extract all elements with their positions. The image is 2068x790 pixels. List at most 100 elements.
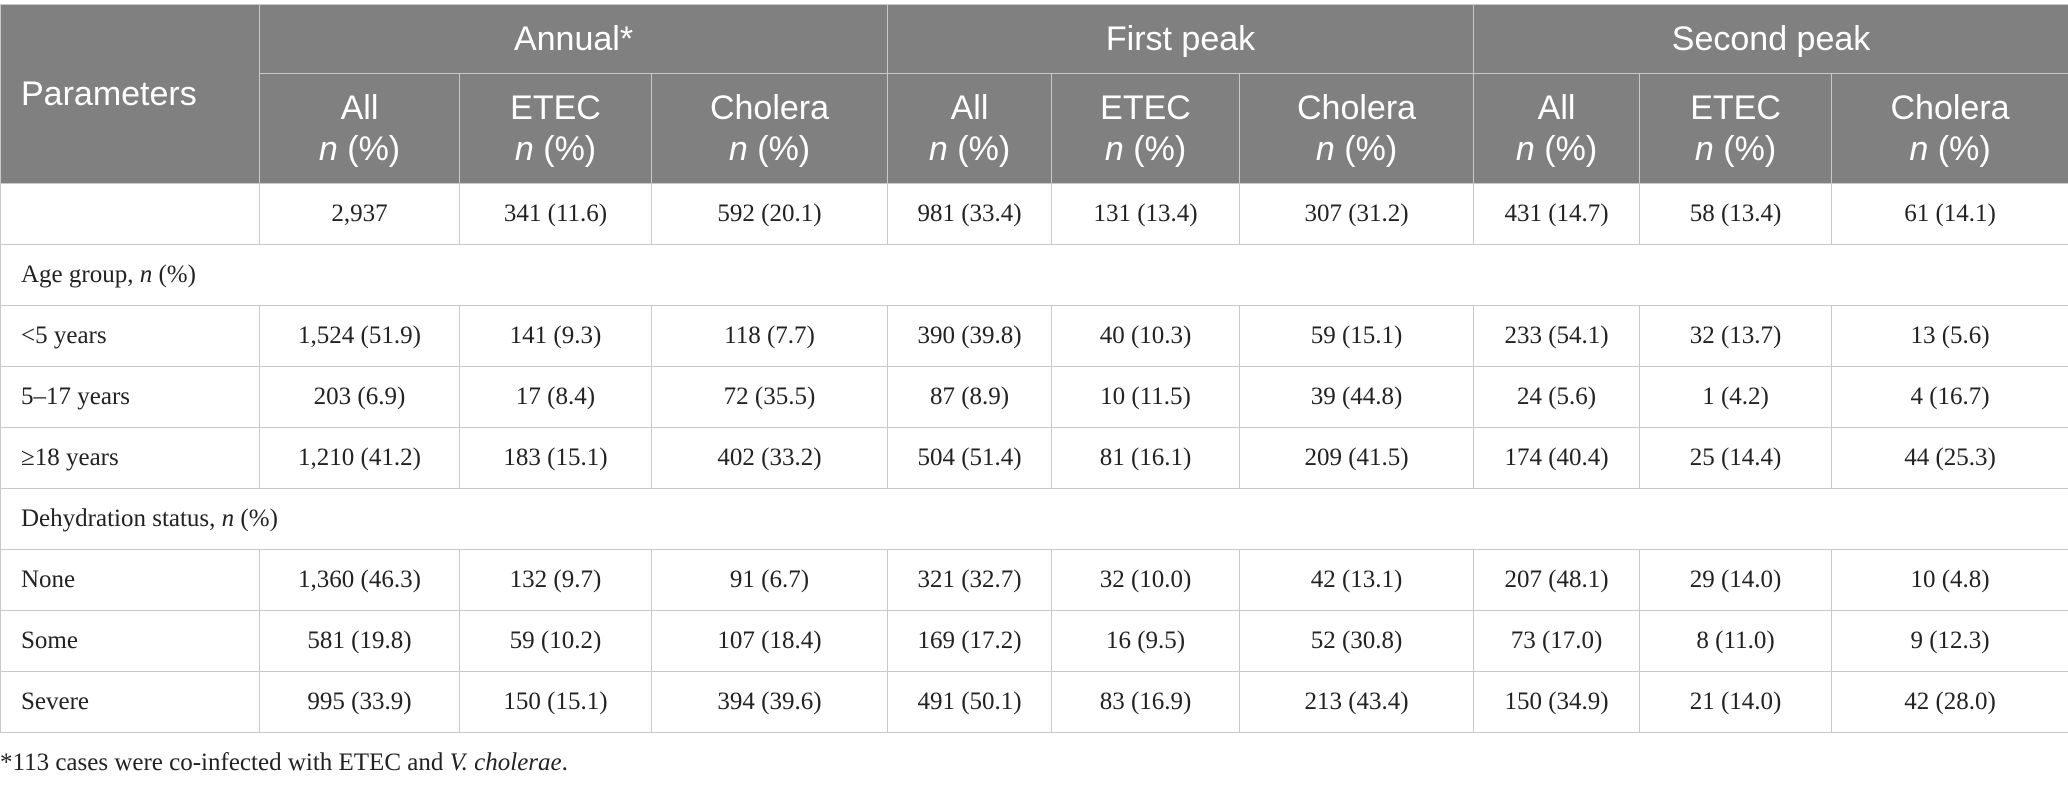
section-title: Dehydration status, n (%)	[0, 488, 2068, 550]
header-sub-5: Cholera n (%)	[1239, 73, 1475, 184]
table-cell: 8 (11.0)	[1639, 610, 1833, 672]
header-sub-3: All n (%)	[887, 73, 1053, 184]
table-cell: 131 (13.4)	[1051, 183, 1241, 245]
header-sub-unit-pct: (%)	[1534, 129, 1598, 168]
table-cell: 307 (31.2)	[1239, 183, 1475, 245]
table-row: ≥18 years 1,210 (41.2) 183 (15.1) 402 (33.2…	[0, 427, 2068, 489]
table-row: <5 years 1,524 (51.9) 141 (9.3) 118 (7.7) 39…	[0, 305, 2068, 367]
table-cell: 72 (35.5)	[650, 366, 889, 428]
table-cell: 431 (14.7)	[1473, 183, 1641, 245]
table-row: Some 581 (19.8) 59 (10.2) 107 (18.4) 169 (17…	[0, 610, 2068, 672]
table-cell: 10 (11.5)	[1051, 366, 1241, 428]
header-sub-unit-pct: (%)	[1928, 129, 1991, 168]
table-cell: 25 (14.4)	[1639, 427, 1833, 489]
section-title: Age group, n (%)	[0, 244, 2068, 306]
header-sub-unit-n: n	[1515, 129, 1535, 168]
section-title-pct: (%)	[234, 505, 278, 532]
header-sub-name: All	[1537, 88, 1576, 127]
table-cell: 44 (25.3)	[1831, 427, 2068, 489]
table-cell: 73 (17.0)	[1473, 610, 1641, 672]
row-label: Some	[0, 610, 260, 672]
header-sub-name: Cholera	[1296, 88, 1417, 127]
table-row: 5–17 years 203 (6.9) 17 (8.4) 72 (35.5) 87 (…	[0, 366, 2068, 428]
table-cell: 87 (8.9)	[887, 366, 1053, 428]
header-group-annual: Annual*	[258, 4, 889, 74]
section-title-n: n	[139, 261, 153, 288]
table-cell: 2,937	[259, 183, 460, 245]
table-cell: 16 (9.5)	[1051, 610, 1241, 672]
header-sub-unit-n: n	[928, 129, 948, 168]
table-cell: 118 (7.7)	[650, 305, 889, 367]
table-cell: 32 (10.0)	[1051, 549, 1241, 611]
table-cell: 1 (4.2)	[1639, 366, 1833, 428]
header-sub-unit-pct: (%)	[947, 129, 1011, 168]
table-cell: 394 (39.6)	[650, 671, 889, 733]
header-sub-unit-pct: (%)	[1334, 129, 1398, 168]
table-cell: 10 (4.8)	[1831, 549, 2068, 611]
table-cell: 17 (8.4)	[459, 366, 652, 428]
header-sub-name: Cholera	[709, 88, 830, 127]
table-cell: 390 (39.8)	[887, 305, 1053, 367]
table-cell: 504 (51.4)	[887, 427, 1053, 489]
table-cell: 169 (17.2)	[887, 610, 1053, 672]
table-cell: 141 (9.3)	[459, 305, 652, 367]
header-sub-1: ETEC n (%)	[459, 73, 652, 184]
header-sub-6: All n (%)	[1473, 73, 1641, 184]
header-sub-unit-n: n	[728, 129, 748, 168]
header-sub-name: ETEC	[510, 88, 601, 127]
header-sub-unit-n: n	[1909, 129, 1929, 168]
table-cell: 29 (14.0)	[1639, 549, 1833, 611]
header-sub-name: ETEC	[1100, 88, 1191, 127]
table-cell: 341 (11.6)	[459, 183, 652, 245]
table-row: None 1,360 (46.3) 132 (9.7) 91 (6.7) 321 (32…	[0, 549, 2068, 611]
table-cell: 32 (13.7)	[1639, 305, 1833, 367]
header-sub-unit-n: n	[318, 129, 338, 168]
table-cell: 42 (28.0)	[1831, 671, 2068, 733]
table-cell: 52 (30.8)	[1239, 610, 1475, 672]
section-title-text: Dehydration status,	[21, 505, 222, 532]
header-sub-unit-n: n	[1104, 129, 1124, 168]
table-cell: 4 (16.7)	[1831, 366, 2068, 428]
table-cell: 174 (40.4)	[1473, 427, 1641, 489]
table-cell: 321 (32.7)	[887, 549, 1053, 611]
header-sub-name: All	[340, 88, 379, 127]
header-group-second-peak: Second peak	[1473, 4, 2068, 74]
table-cell: 203 (6.9)	[259, 366, 460, 428]
section-header-row: Dehydration status, n (%)	[0, 488, 2068, 550]
table-body: 2,937 341 (11.6) 592 (20.1) 981 (33.4) 131 (…	[0, 183, 2068, 733]
header-sub-2: Cholera n (%)	[650, 73, 889, 184]
header-sub-name: ETEC	[1690, 88, 1781, 127]
header-sub-name: All	[950, 88, 989, 127]
table-cell: 9 (12.3)	[1831, 610, 2068, 672]
header-sub-unit-n: n	[1315, 129, 1335, 168]
header-sub-unit-pct: (%)	[533, 129, 597, 168]
table-cell: 581 (19.8)	[259, 610, 460, 672]
table-cell: 59 (15.1)	[1239, 305, 1475, 367]
table-cell: 491 (50.1)	[887, 671, 1053, 733]
table-cell: 207 (48.1)	[1473, 549, 1641, 611]
table-cell: 592 (20.1)	[650, 183, 889, 245]
section-title-n: n	[221, 505, 235, 532]
header-sub-row: All n (%) ETEC n (%) Cholera n (%) All n (%) ETE…	[1, 73, 2068, 184]
footnote-suffix: .	[561, 749, 568, 776]
header-group-row: Parameters Annual* First peak Second pea…	[0, 4, 2068, 184]
header-sub-unit-n: n	[1694, 129, 1714, 168]
row-label: ≥18 years	[0, 427, 260, 489]
section-title-text: Age group,	[21, 261, 140, 288]
data-table: Parameters Annual* First peak Second pea…	[0, 4, 2068, 733]
table-cell: 40 (10.3)	[1051, 305, 1241, 367]
header-sub-unit-pct: (%)	[1123, 129, 1187, 168]
header-parameters: Parameters	[0, 4, 260, 184]
table-cell: 42 (13.1)	[1239, 549, 1475, 611]
table-cell: 61 (14.1)	[1831, 183, 2068, 245]
header-sub-4: ETEC n (%)	[1051, 73, 1241, 184]
header-sub-7: ETEC n (%)	[1639, 73, 1833, 184]
table-cell: 150 (15.1)	[459, 671, 652, 733]
table-cell: 58 (13.4)	[1639, 183, 1833, 245]
data-table-container: Parameters Annual* First peak Second pea…	[0, 4, 2068, 733]
section-header-row: Age group, n (%)	[0, 244, 2068, 306]
table-row-total: 2,937 341 (11.6) 592 (20.1) 981 (33.4) 131 (…	[0, 183, 2068, 245]
table-cell: 1,210 (41.2)	[259, 427, 460, 489]
row-label-empty	[0, 183, 260, 245]
header-sub-0: All n (%)	[259, 73, 460, 184]
